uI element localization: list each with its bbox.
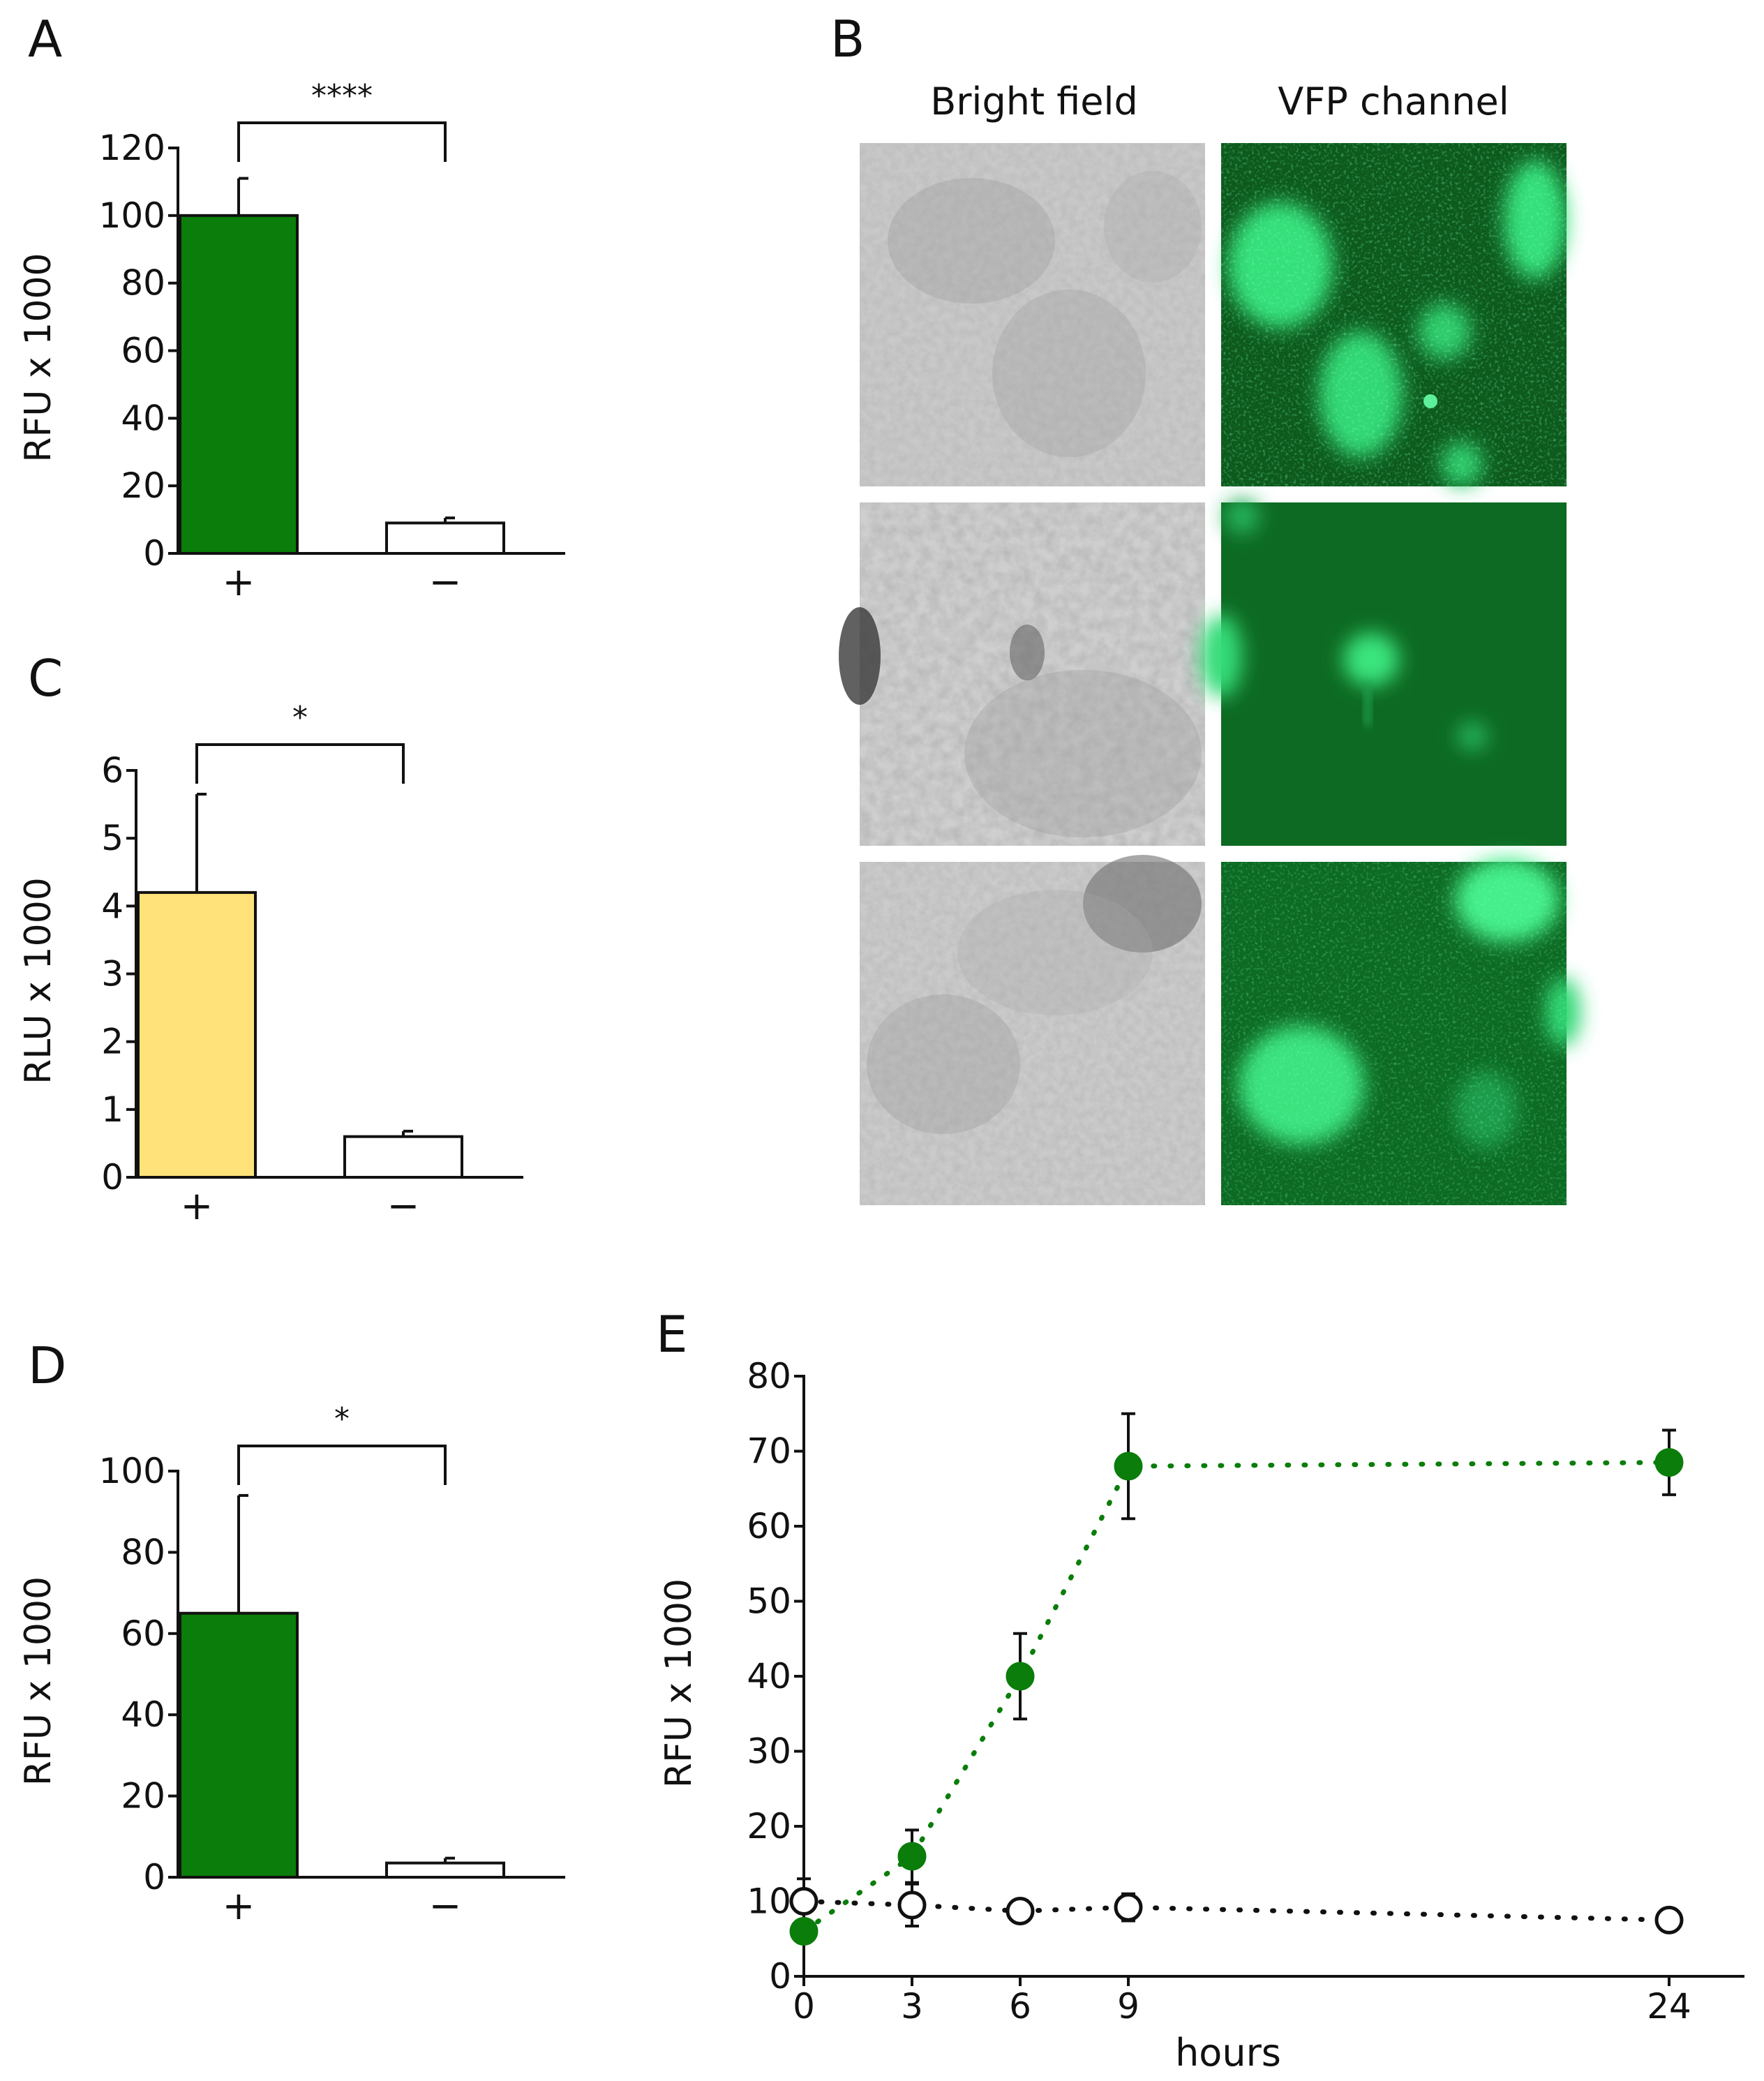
bar-chart-d: 0 20 40 60 80 100 RFU x 1000 + − *	[17, 1401, 565, 1929]
category-label-a-1: −	[429, 560, 462, 605]
y-tick-label-c-3: 3	[101, 954, 124, 994]
data-point-e-1-0	[789, 1887, 819, 1916]
y-tick-label-e-5: 50	[747, 1581, 791, 1622]
significance-bracket-c	[195, 743, 405, 784]
bar-chart-a: 0 20 40 60 80 100 120 RFU x 1000 + − ****	[17, 78, 565, 605]
series-line-1	[801, 1899, 1672, 1923]
y-tick-label-c-4: 4	[101, 886, 124, 926]
panel-label-a: A	[28, 10, 63, 68]
y-tick-label-e-1: 10	[747, 1881, 791, 1922]
bright-field-image-2	[839, 502, 1205, 846]
y-tick-label-c-5: 5	[101, 818, 124, 858]
vfp-image-1	[1221, 143, 1567, 486]
category-label-d-1: −	[429, 1884, 462, 1929]
significance-label-c: *	[292, 700, 308, 736]
panel-label-e: E	[656, 1305, 688, 1364]
y-axis-label-d: RFU x 1000	[17, 1576, 59, 1786]
data-point-e-0-4	[1654, 1448, 1684, 1477]
panel-label-c: C	[28, 649, 63, 708]
bar-a-0	[179, 214, 299, 555]
y-tick-label-a-6: 120	[99, 128, 165, 168]
y-tick-label-a-5: 100	[99, 195, 165, 236]
y-tick-label-e-3: 30	[747, 1731, 791, 1772]
col-label-bright-field: Bright field	[930, 80, 1138, 124]
data-point-e-0-1	[897, 1842, 927, 1871]
y-tick-label-d-4: 80	[121, 1532, 165, 1572]
significance-label-d: *	[334, 1401, 350, 1437]
bar-c-1	[343, 1135, 463, 1179]
data-point-e-1-2	[1006, 1896, 1035, 1925]
data-point-e-1-1	[897, 1890, 927, 1920]
col-label-vfp-channel: VFP channel	[1278, 80, 1509, 124]
significance-bracket-a	[237, 121, 447, 162]
y-tick-label-e-0: 0	[769, 1956, 791, 1997]
category-label-d-0: +	[223, 1884, 255, 1929]
y-tick-label-a-1: 20	[121, 465, 165, 506]
y-tick-label-e-2: 20	[747, 1806, 791, 1847]
data-point-e-0-0	[789, 1917, 819, 1946]
y-tick-label-c-6: 6	[101, 750, 124, 791]
data-point-e-1-4	[1654, 1905, 1684, 1934]
y-tick-label-d-5: 100	[99, 1451, 165, 1491]
data-point-e-0-2	[1006, 1662, 1035, 1691]
x-tick-label-e-0: 0	[793, 1986, 815, 2027]
y-tick-label-c-1: 1	[101, 1089, 124, 1130]
y-axis-label-e: RFU x 1000	[658, 1579, 700, 1788]
category-label-a-0: +	[223, 560, 255, 605]
vfp-image-2	[1200, 499, 1567, 846]
y-tick-label-a-3: 60	[121, 331, 165, 371]
x-tick-label-e-3: 9	[1117, 1986, 1139, 2027]
y-tick-label-e-6: 60	[747, 1506, 791, 1546]
microscopy-panel-b: Bright field VFP channel	[839, 80, 1580, 1205]
y-tick-label-c-2: 2	[101, 1022, 124, 1062]
y-tick-label-c-0: 0	[101, 1157, 124, 1198]
bar-d-1	[385, 1861, 505, 1879]
x-tick-label-e-4: 24	[1647, 1986, 1691, 2027]
x-tick-label-e-1: 3	[901, 1986, 923, 2027]
vfp-image-3	[1221, 858, 1580, 1205]
y-tick-label-a-2: 40	[121, 398, 165, 438]
significance-label-a: ****	[311, 78, 373, 114]
panel-label-b: B	[830, 10, 865, 68]
y-tick-label-e-4: 40	[747, 1656, 791, 1696]
y-tick-label-d-3: 60	[121, 1613, 165, 1654]
y-tick-label-d-2: 40	[121, 1694, 165, 1735]
series-line-0	[801, 1460, 1672, 1934]
y-tick-label-a-4: 80	[121, 263, 165, 304]
bar-d-0	[179, 1611, 299, 1879]
y-tick-label-d-1: 20	[121, 1776, 165, 1817]
bright-field-image-3	[860, 855, 1205, 1205]
bar-chart-c: 0 1 2 3 4 5 6 RLU x 1000 + − *	[17, 700, 523, 1229]
x-axis-label-e: hours	[1175, 2031, 1281, 2075]
bar-c-0	[137, 890, 257, 1179]
category-label-c-1: −	[387, 1184, 420, 1229]
data-point-e-1-3	[1114, 1893, 1143, 1922]
y-axis-label-a: RFU x 1000	[17, 253, 59, 462]
data-point-e-0-3	[1114, 1452, 1143, 1481]
y-tick-label-d-0: 0	[143, 1857, 165, 1897]
bar-a-1	[385, 521, 505, 555]
category-label-c-0: +	[181, 1184, 214, 1229]
bright-field-image-1	[860, 143, 1205, 486]
significance-bracket-d	[237, 1445, 447, 1485]
y-axis-label-c: RLU x 1000	[17, 877, 59, 1084]
x-tick-label-e-2: 6	[1009, 1986, 1031, 2027]
y-tick-label-e-7: 70	[747, 1431, 791, 1472]
y-tick-label-e-8: 80	[747, 1356, 791, 1396]
y-tick-label-a-0: 0	[143, 533, 165, 574]
panel-label-d: D	[28, 1336, 67, 1395]
